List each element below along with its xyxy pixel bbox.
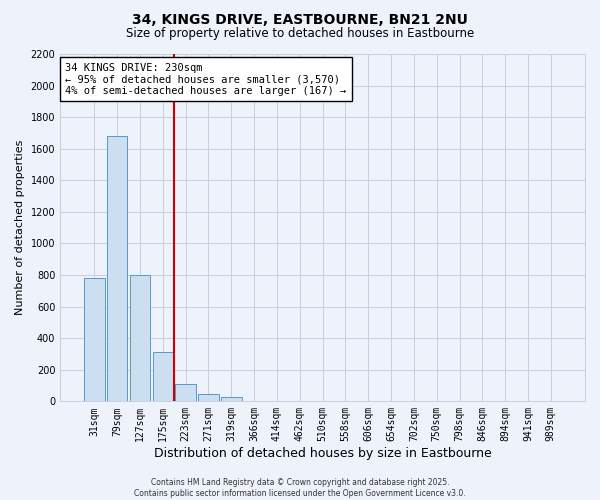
Bar — [198, 394, 219, 402]
Bar — [221, 398, 242, 402]
Text: 34 KINGS DRIVE: 230sqm
← 95% of detached houses are smaller (3,570)
4% of semi-d: 34 KINGS DRIVE: 230sqm ← 95% of detached… — [65, 62, 347, 96]
Bar — [84, 278, 104, 402]
Y-axis label: Number of detached properties: Number of detached properties — [15, 140, 25, 316]
Text: Size of property relative to detached houses in Eastbourne: Size of property relative to detached ho… — [126, 28, 474, 40]
Bar — [175, 384, 196, 402]
Bar — [152, 352, 173, 402]
Text: 34, KINGS DRIVE, EASTBOURNE, BN21 2NU: 34, KINGS DRIVE, EASTBOURNE, BN21 2NU — [132, 12, 468, 26]
Bar — [130, 275, 150, 402]
X-axis label: Distribution of detached houses by size in Eastbourne: Distribution of detached houses by size … — [154, 447, 491, 460]
Text: Contains HM Land Registry data © Crown copyright and database right 2025.
Contai: Contains HM Land Registry data © Crown c… — [134, 478, 466, 498]
Bar — [107, 136, 127, 402]
